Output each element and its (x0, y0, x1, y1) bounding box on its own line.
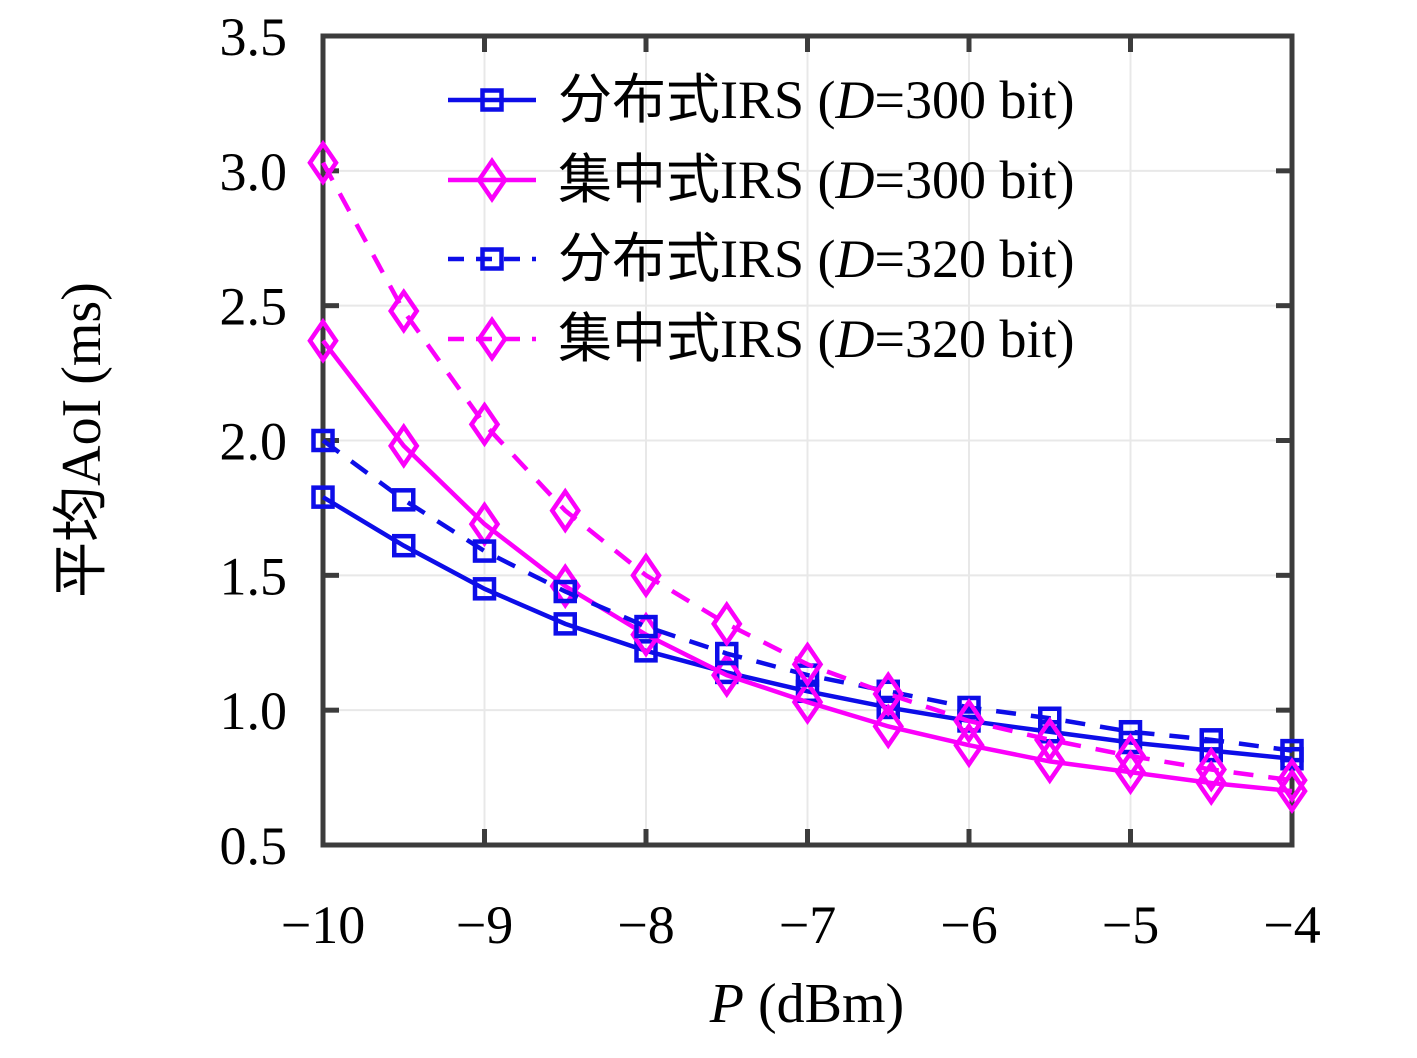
y-tick-label: 2.5 (220, 277, 288, 337)
x-axis-unit: (dBm) (744, 973, 904, 1035)
series-layer (307, 139, 1308, 815)
diamond-marker (468, 401, 501, 448)
square-marker (472, 577, 497, 601)
square-marker (472, 539, 497, 563)
tick-label-layer: −10 −9 −8 −7 −6 −5 −4 0.5 1.0 1.5 2.0 2.5 3.0 3.5 (220, 7, 1321, 955)
square-marker (311, 428, 335, 453)
x-tick-label: −7 (779, 895, 836, 955)
diamond-marker (711, 600, 743, 647)
x-tick-label: −4 (1263, 895, 1320, 955)
square-marker (1038, 706, 1062, 731)
diamond-marker (388, 422, 420, 469)
diamond-marker (307, 139, 339, 186)
diamond-marker (1195, 746, 1227, 793)
diamond-marker (1276, 757, 1308, 804)
square-marker (553, 612, 577, 636)
square-marker (1118, 719, 1143, 744)
y-axis-label: 平均AoI (ms) (51, 282, 113, 598)
y-tick-label: 3.5 (220, 7, 288, 67)
series-line-2 (321, 438, 1293, 753)
diamond-marker (1034, 716, 1066, 763)
square-marker (392, 533, 416, 558)
diamond-marker (711, 652, 743, 699)
square-marker (634, 639, 658, 663)
square-marker (392, 488, 416, 512)
x-tick-label: −10 (281, 895, 365, 955)
diamond-marker (872, 703, 904, 750)
diamond-marker (388, 288, 420, 335)
x-tick-label: −5 (1102, 895, 1159, 955)
diamond-marker (791, 641, 824, 688)
diamond-marker (630, 552, 662, 599)
diamond-marker (953, 697, 985, 744)
y-tick-label: 1.5 (220, 546, 288, 606)
y-tick-label: 2.0 (220, 412, 288, 472)
square-marker (311, 485, 335, 509)
series-3 (307, 139, 1308, 804)
x-axis-variable: P (709, 973, 744, 1035)
square-marker (634, 614, 658, 639)
square-marker (553, 579, 577, 604)
diamond-marker (872, 671, 904, 717)
series-line-3 (321, 161, 1293, 783)
diamond-marker (1114, 733, 1147, 779)
diamond-marker (307, 317, 339, 364)
y-tick-label: 1.0 (220, 681, 288, 741)
x-tick-label: −9 (456, 895, 513, 955)
diamond-marker (1034, 738, 1066, 785)
diamond-marker (953, 722, 985, 769)
x-axis-label: P (dBm) (709, 973, 904, 1035)
y-tick-label: 0.5 (220, 816, 288, 876)
x-tick-label: −6 (940, 895, 997, 955)
diamond-marker (791, 679, 824, 726)
y-tick-label: 3.0 (220, 142, 288, 202)
x-tick-label: −8 (617, 895, 674, 955)
diamond-marker (549, 487, 581, 534)
